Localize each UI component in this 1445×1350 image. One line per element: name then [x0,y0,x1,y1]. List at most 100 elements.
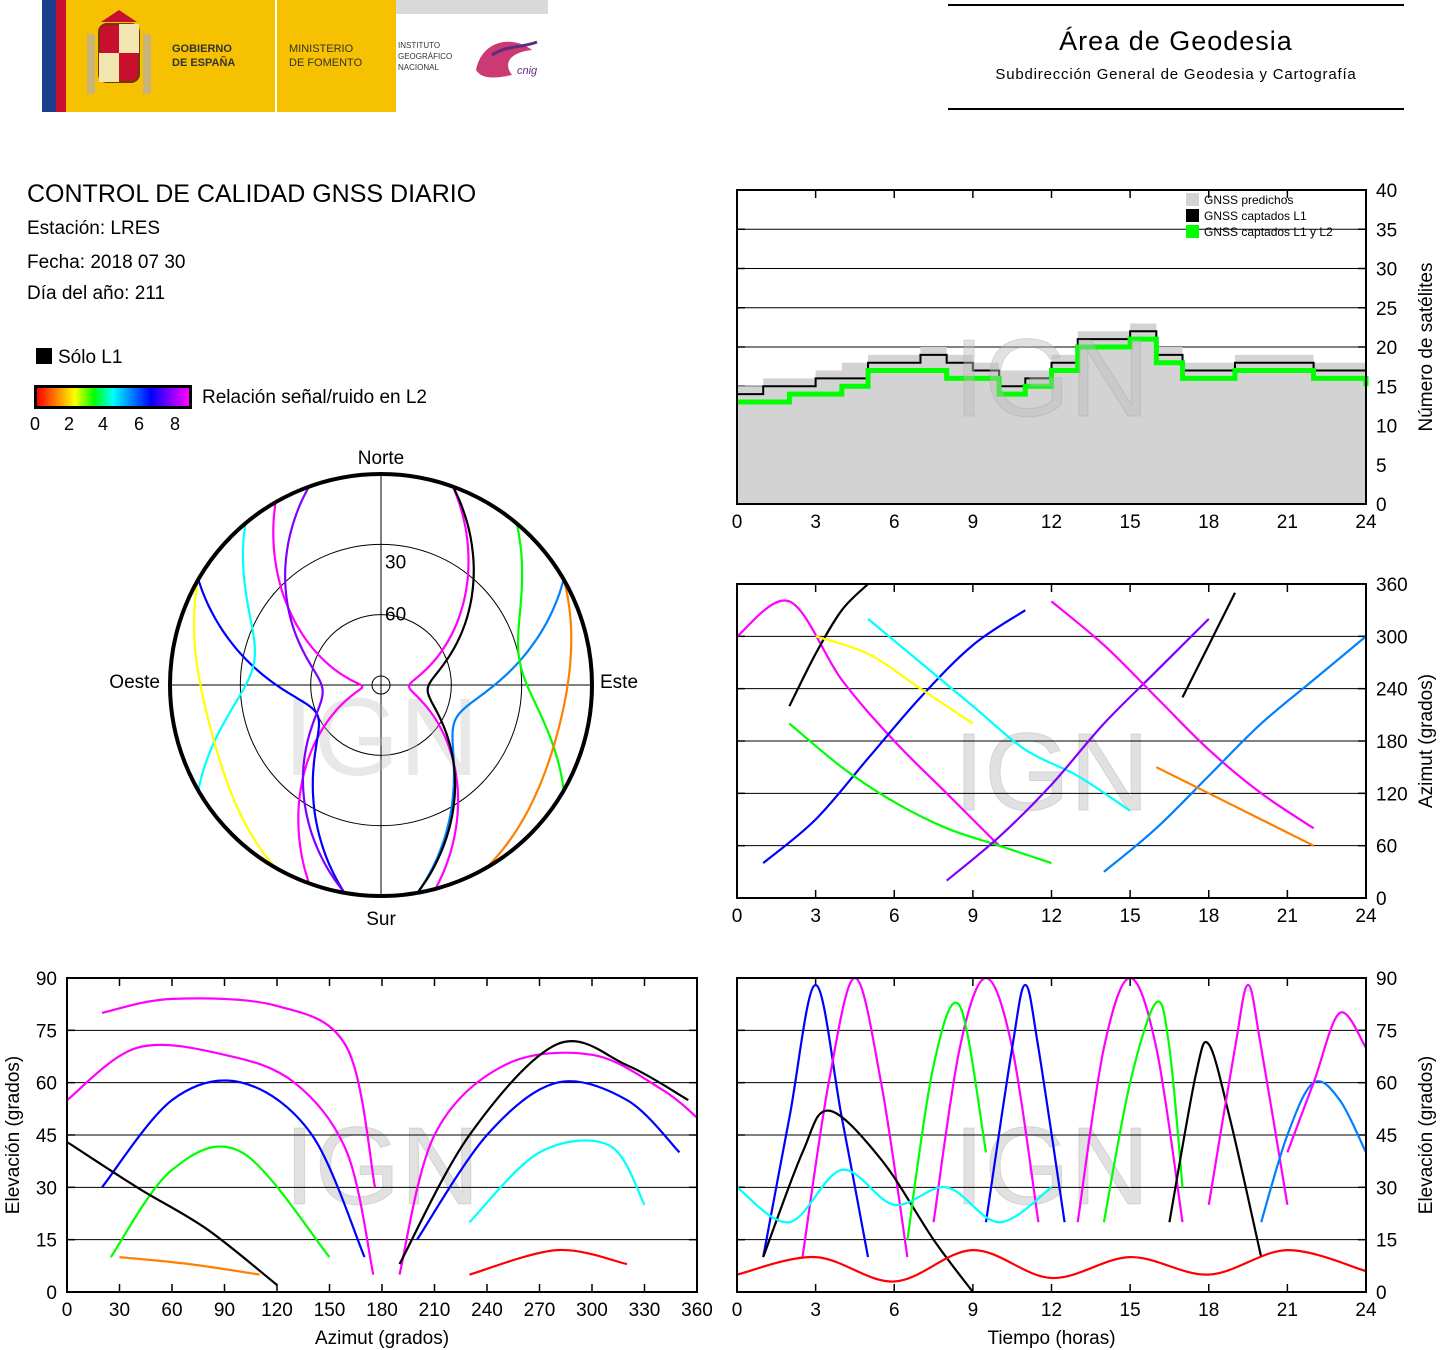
x-tick-label: 0 [732,906,743,927]
gridlines [67,1029,697,1241]
snr-tick: 0 [30,414,41,434]
legend-swatch [1186,225,1199,238]
x-tick-label: 150 [314,1300,346,1321]
series-line [469,1248,628,1276]
satellite-track [284,486,346,894]
eu-flag-strip [42,0,56,112]
x-tick-label: 15 [1120,1300,1141,1321]
x-tick-label: 21 [1277,1300,1298,1321]
y-tick-label: 30 [36,1178,57,1199]
satellite-track [407,486,470,890]
plot-frame [66,977,698,1293]
series-line [801,978,909,1258]
y-tick-label: 0 [1376,889,1387,910]
series-line [1102,1000,1184,1223]
series-line [1076,978,1184,1223]
y-tick-label: 0 [1376,1283,1387,1304]
snr-colorbar [34,385,192,409]
series-group [737,584,1366,882]
x-tick-label: 9 [968,906,979,927]
snr-tick: 4 [98,414,109,434]
y-tick-label: 75 [36,1021,57,1042]
satellite-track [272,502,364,884]
series-line [119,1256,260,1276]
y-tick-label: 15 [1376,1231,1397,1252]
x-tick-label: 12 [1041,512,1062,533]
ign-watermark: IGN [954,1105,1150,1228]
y-tick-label: 15 [36,1231,57,1252]
ign-text-1: INSTITUTO [398,41,440,50]
y-tick-label: 0 [46,1283,57,1304]
x-tick-label: 60 [161,1300,182,1321]
legend-swatch [1186,209,1199,222]
y-tick-label: 5 [1376,456,1387,477]
header-logo-banner: GOBIERNO DE ESPAÑA MINISTERIO DE FOMENTO… [42,0,548,112]
x-tick-label: 3 [810,512,821,533]
satellite-track [515,523,565,791]
report-title: CONTROL DE CALIDAD GNSS DIARIO [27,180,477,208]
series-line [788,584,869,707]
y-axis-label: Azimut (grados) [1416,674,1437,808]
y-tick-label: 10 [1376,417,1397,438]
series-line [1286,1011,1366,1153]
y-tick-label: 35 [1376,220,1397,241]
north-label: Norte [358,448,404,469]
series-line-2 [737,336,1369,405]
legend: GNSS predichos GNSS captados L1 GNSS capta… [1186,193,1333,239]
y-tick-label: 15 [1376,377,1397,398]
x-tick-label: 21 [1277,512,1298,533]
y-tick-label: 90 [1376,969,1397,990]
x-tick-label: 6 [889,1300,900,1321]
snr-tick: 8 [170,414,181,434]
chart-elevation_azimuth: IGN 0 30 60 90 120 150 180 210 240 270 300 330 360 0 15… [3,969,713,1349]
gobierno-text-1: GOBIERNO [172,43,232,55]
series-group [192,486,573,894]
series-line [416,1080,681,1241]
plot-frame [736,583,1367,899]
series-line [1050,600,1315,830]
x-tick-label: 240 [471,1300,503,1321]
flag-red-strip [56,0,66,112]
y-tick-label: 60 [1376,1074,1397,1095]
area-subtitle: Subdirección General de Geodesia y Carto… [995,66,1357,83]
date-label: Fecha: 2018 07 30 [27,252,186,273]
x-tick-label: 120 [261,1300,293,1321]
doy-label: Día del año: 211 [27,283,166,304]
ministerio-text-1: MINISTERIO [289,43,354,55]
legend-label: GNSS predichos [1204,193,1293,207]
series-line [1168,1040,1263,1258]
series-line [737,1168,1053,1224]
series-line [867,618,1131,812]
series-line [101,1079,366,1258]
series-line [1181,592,1236,698]
x-axis-label: Azimut (grados) [315,1328,449,1349]
y-tick-label: 40 [1376,181,1397,202]
ring-label: 30 [385,552,406,573]
x-tick-label: 30 [109,1300,130,1321]
x-tick-label: 24 [1355,512,1377,533]
cnig-logo-icon: cnig [476,40,538,78]
legend-swatch [1186,193,1199,206]
satellite-track [416,486,475,894]
x-tick-label: 15 [1120,512,1141,533]
series-line [737,1248,1366,1283]
x-tick-label: 0 [732,512,743,533]
gobierno-text-2: DE ESPAÑA [172,56,235,69]
y-tick-label: 75 [1376,1021,1397,1042]
snr-colorbar-label: Relación señal/ruido en L2 [202,387,427,408]
y-tick-label: 180 [1376,732,1408,753]
y-tick-label: 240 [1376,680,1408,701]
satellite-track [192,579,277,869]
x-tick-label: 360 [681,1300,713,1321]
y-tick-label: 300 [1376,627,1408,648]
snr-tick: 2 [64,414,75,434]
series-line [109,1145,331,1258]
area-title: Área de Geodesia [1059,26,1293,56]
satellite-track [485,579,573,869]
series-group [737,978,1366,1292]
series-line [815,635,974,725]
x-tick-label: 3 [810,1300,821,1321]
x-tick-label: 0 [732,1300,743,1321]
